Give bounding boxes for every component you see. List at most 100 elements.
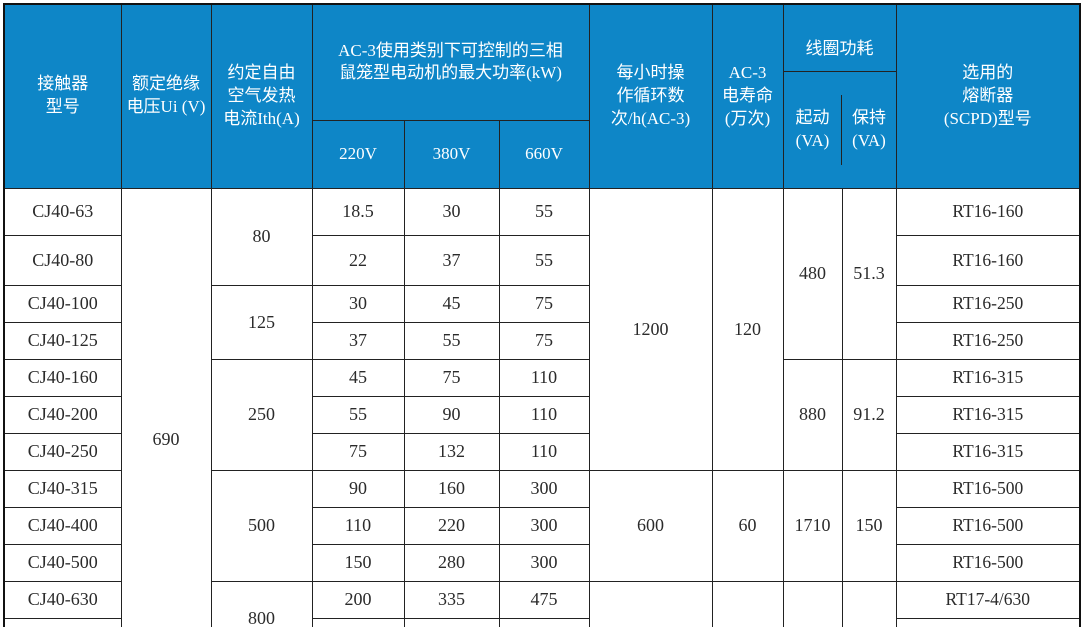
cell-kw-660: 110: [498, 432, 590, 471]
table-row: CJ40-125 37 55 75 RT16-250: [3, 321, 1081, 360]
table-row: CJ40-500 150 280 300 RT16-500: [3, 543, 1081, 582]
cell-kw-380: 160: [403, 469, 500, 508]
table-row: CJ40-630 800 200 335 475 300 30 3578 150…: [3, 580, 1081, 627]
cell-model: CJ40-125: [3, 321, 122, 360]
contactor-spec-table: 接触器 型号 额定绝缘 电压Ui (V) 约定自由 空气发热 电流Ith(A) …: [3, 3, 1082, 627]
cell-kw-660: 55: [498, 187, 590, 236]
table-row: CJ40-250 75 132 110 RT16-315: [3, 432, 1081, 471]
cell-coil-start: 3578: [782, 580, 843, 627]
cell-kw-220: 90: [311, 469, 405, 508]
table-row: CJ40-63 690 80 18.5 30 55 1200 120 480 5…: [3, 187, 1081, 627]
cell-model: CJ40-80: [3, 234, 122, 286]
cell-kw-220: 110: [311, 506, 405, 545]
table-row: CJ40-200 55 90 110 RT16-315: [3, 395, 1081, 434]
header-coil-power-group: 线圈功耗 起动 (VA) 保持 (VA): [782, 3, 897, 189]
header-coil-power-label: 线圈功耗: [784, 28, 896, 72]
cell-fuse: RT16-160: [895, 187, 1081, 236]
cell-ith: 125: [210, 284, 313, 360]
cell-kw-660: 75: [498, 284, 590, 323]
cell-fuse: RT16-500: [895, 543, 1081, 582]
cell-kw-380: 37: [403, 234, 500, 286]
header-thermal-current: 约定自由 空气发热 电流Ith(A): [210, 3, 313, 189]
cell-model: CJ40-630: [3, 580, 122, 619]
cell-fuse: RT16-500: [895, 469, 1081, 508]
header-contactor-model: 接触器 型号: [3, 3, 122, 189]
cell-kw-220: 75: [311, 432, 405, 471]
cell-cycles: 600: [588, 469, 713, 582]
cell-kw-220: 18.5: [311, 187, 405, 236]
cell-kw-220: 55: [311, 395, 405, 434]
header-operating-cycles: 每小时操 作循环数 次/h(AC-3): [588, 3, 713, 189]
cell-kw-220: 22: [311, 234, 405, 286]
cell-kw-660: 55: [498, 234, 590, 286]
header-electrical-life: AC-3 电寿命 (万次): [711, 3, 784, 189]
cell-fuse: RT16-315: [895, 395, 1081, 434]
table-row: CJ40-100 125 30 45 75 RT16-250: [3, 284, 1081, 360]
cell-ith: 800: [210, 580, 313, 627]
table-row: CJ40-80 22 37 55 RT16-160: [3, 234, 1081, 286]
cell-kw-380: 220: [403, 506, 500, 545]
cell-coil-start: 880: [782, 358, 843, 471]
cell-cycles: 1200: [588, 187, 713, 471]
cell-life: 120: [711, 187, 784, 471]
table-row: CJ40-160 250 45 75 110 880 91.2 RT16-315: [3, 358, 1081, 471]
cell-cycles: 300: [588, 580, 713, 627]
header-coil-start: 起动 (VA): [795, 107, 830, 150]
cell-kw-220: 45: [311, 358, 405, 397]
cell-model: CJ40-200: [3, 395, 122, 434]
cell-fuse: RT16-315: [895, 432, 1081, 471]
header-coil-hold: 保持 (VA): [841, 94, 895, 165]
cell-kw-380: 45: [403, 284, 500, 323]
table-row: CJ40-315 500 90 160 300 600 60 1710 150 …: [3, 469, 1081, 582]
cell-kw-660: 475: [498, 617, 590, 627]
cell-kw-380: 335: [403, 580, 500, 619]
cell-kw-380: 30: [403, 187, 500, 236]
cell-ith: 80: [210, 187, 313, 286]
header-voltage-220v: 220V: [311, 119, 405, 189]
cell-fuse: RT16-250: [895, 284, 1081, 323]
cell-coil-hold: 150: [841, 580, 897, 627]
cell-kw-380: 75: [403, 358, 500, 397]
cell-kw-660: 110: [498, 358, 590, 397]
cell-model: CJ40-800: [3, 617, 122, 627]
cell-model: CJ40-160: [3, 358, 122, 397]
cell-kw-220: 250: [311, 617, 405, 627]
cell-kw-660: 75: [498, 321, 590, 360]
cell-kw-220: 150: [311, 543, 405, 582]
cell-kw-660: 475: [498, 580, 590, 619]
cell-insulation-voltage: 690: [120, 187, 212, 627]
cell-life: 30: [711, 580, 784, 627]
header-voltage-380v: 380V: [403, 119, 500, 189]
cell-kw-380: 280: [403, 543, 500, 582]
cell-coil-start: 480: [782, 187, 843, 360]
header-rated-insulation-voltage: 额定绝缘 电压Ui (V): [120, 3, 212, 189]
cell-model: CJ40-63: [3, 187, 122, 236]
cell-coil-hold: 91.2: [841, 358, 897, 471]
header-fuse-type: 选用的 熔断器 (SCPD)型号: [895, 3, 1081, 189]
cell-ith: 250: [210, 358, 313, 471]
cell-fuse: RT16-315: [895, 358, 1081, 397]
cell-kw-220: 200: [311, 580, 405, 619]
table-row: CJ40-400 110 220 300 RT16-500: [3, 506, 1081, 545]
cell-kw-660: 300: [498, 543, 590, 582]
cell-kw-660: 110: [498, 395, 590, 434]
cell-fuse: RT16-160: [895, 234, 1081, 286]
cell-ith: 500: [210, 469, 313, 582]
cell-fuse: RT16-500: [895, 506, 1081, 545]
cell-fuse: RT17-4/630: [895, 580, 1081, 619]
cell-coil-start: 1710: [782, 469, 843, 582]
cell-fuse: RT16-250: [895, 321, 1081, 360]
cell-model: CJ40-250: [3, 432, 122, 471]
cell-model: CJ40-400: [3, 506, 122, 545]
cell-kw-380: 450: [403, 617, 500, 627]
cell-coil-hold: 51.3: [841, 187, 897, 360]
cell-kw-660: 300: [498, 506, 590, 545]
cell-model: CJ40-500: [3, 543, 122, 582]
cell-fuse: RT17-4/800: [895, 617, 1081, 627]
cell-coil-hold: 150: [841, 469, 897, 582]
cell-kw-380: 55: [403, 321, 500, 360]
header-voltage-660v: 660V: [498, 119, 590, 189]
cell-kw-220: 30: [311, 284, 405, 323]
cell-kw-380: 132: [403, 432, 500, 471]
header-ac3-max-power-group: AC-3使用类别下可控制的三相 鼠笼型电动机的最大功率(kW): [311, 3, 590, 121]
